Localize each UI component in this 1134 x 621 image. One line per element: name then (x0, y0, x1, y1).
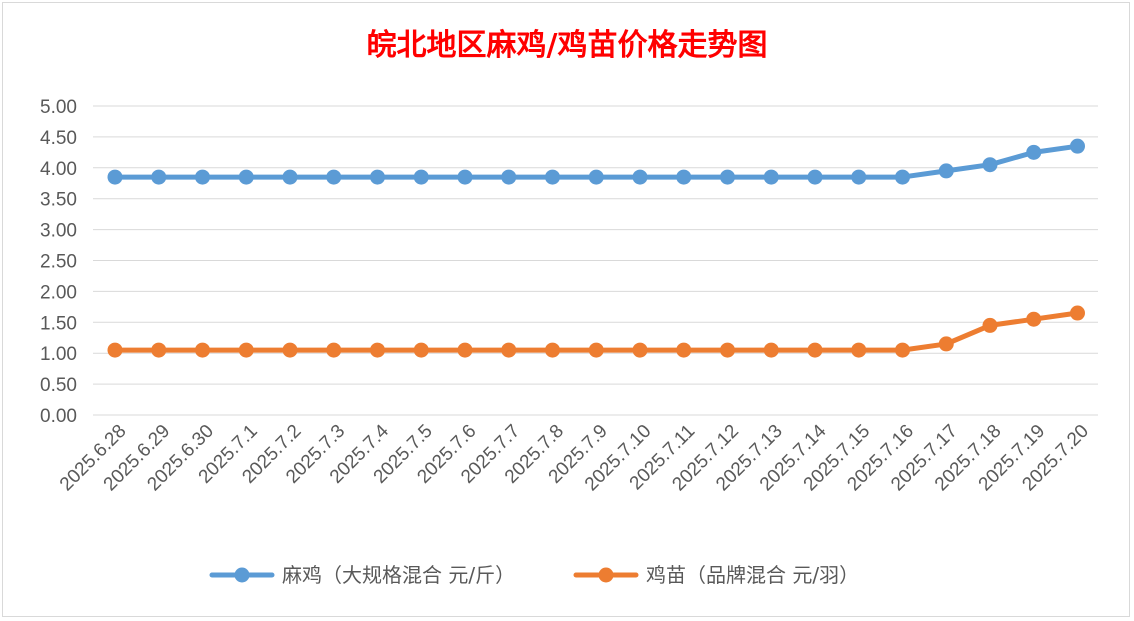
data-point (807, 169, 823, 185)
y-tick-label: 1.50 (40, 313, 77, 334)
data-point (763, 169, 779, 185)
data-point (151, 342, 167, 358)
data-point (238, 342, 254, 358)
y-tick-label: 2.50 (40, 252, 77, 273)
data-point (851, 169, 867, 185)
y-axis: 0.00 0.50 1.00 1.50 2.00 2.50 3.00 3.50 4.00 4.50… (40, 97, 77, 427)
data-point (413, 169, 429, 185)
data-point (1026, 311, 1042, 327)
data-point (676, 342, 692, 358)
data-point (1070, 305, 1085, 321)
data-point (851, 342, 867, 358)
data-point (501, 342, 517, 358)
legend-label: 鸡苗（品牌混合 元/羽） (646, 563, 859, 587)
data-point (982, 317, 998, 333)
data-point (545, 169, 560, 185)
data-point (588, 169, 604, 185)
y-tick-label: 0.00 (40, 406, 77, 427)
legend: 麻鸡（大规格混合 元/斤） 鸡苗（品牌混合 元/羽） (209, 563, 859, 587)
data-point (238, 169, 254, 185)
gridlines (93, 105, 1098, 416)
legend-item: 鸡苗（品牌混合 元/羽） (573, 563, 859, 587)
series-group (107, 138, 1085, 358)
data-point (413, 342, 429, 358)
y-tick-label: 5.00 (40, 97, 77, 118)
data-point (720, 169, 735, 185)
y-tick-label: 2.00 (40, 282, 77, 303)
data-point (107, 169, 123, 185)
data-point (282, 342, 298, 358)
data-point (545, 342, 560, 358)
y-tick-label: 4.00 (40, 159, 77, 180)
data-point (195, 169, 210, 185)
y-tick-label: 0.50 (40, 375, 77, 396)
legend-label: 麻鸡（大规格混合 元/斤） (282, 563, 515, 587)
chart-title: 皖北地区麻鸡/鸡苗价格走势图 (367, 28, 768, 63)
data-point (632, 342, 648, 358)
data-point (370, 169, 385, 185)
y-tick-label: 4.50 (40, 128, 77, 149)
data-point (982, 157, 998, 173)
data-point (151, 169, 167, 185)
data-point (326, 169, 342, 185)
data-point (195, 342, 210, 358)
data-point (457, 342, 473, 358)
legend-item: 麻鸡（大规格混合 元/斤） (209, 563, 515, 587)
data-point (107, 342, 123, 358)
x-axis: 2025.6.282025.6.292025.6.302025.7.12025.… (56, 420, 1093, 495)
data-point (895, 342, 910, 358)
y-tick-label: 1.00 (40, 344, 77, 365)
data-point (588, 342, 604, 358)
data-point (1026, 144, 1042, 160)
legend-marker (598, 567, 614, 583)
y-tick-label: 3.50 (40, 190, 77, 211)
y-tick-label: 3.00 (40, 221, 77, 242)
data-point (282, 169, 298, 185)
data-point (457, 169, 473, 185)
data-point (807, 342, 823, 358)
data-point (501, 169, 517, 185)
data-point (326, 342, 342, 358)
data-point (370, 342, 385, 358)
data-point (938, 336, 954, 352)
data-point (938, 163, 954, 179)
data-point (895, 169, 910, 185)
data-point (763, 342, 779, 358)
data-point (720, 342, 735, 358)
data-point (1070, 138, 1085, 154)
data-point (632, 169, 648, 185)
data-point (676, 169, 692, 185)
legend-marker (234, 567, 250, 583)
